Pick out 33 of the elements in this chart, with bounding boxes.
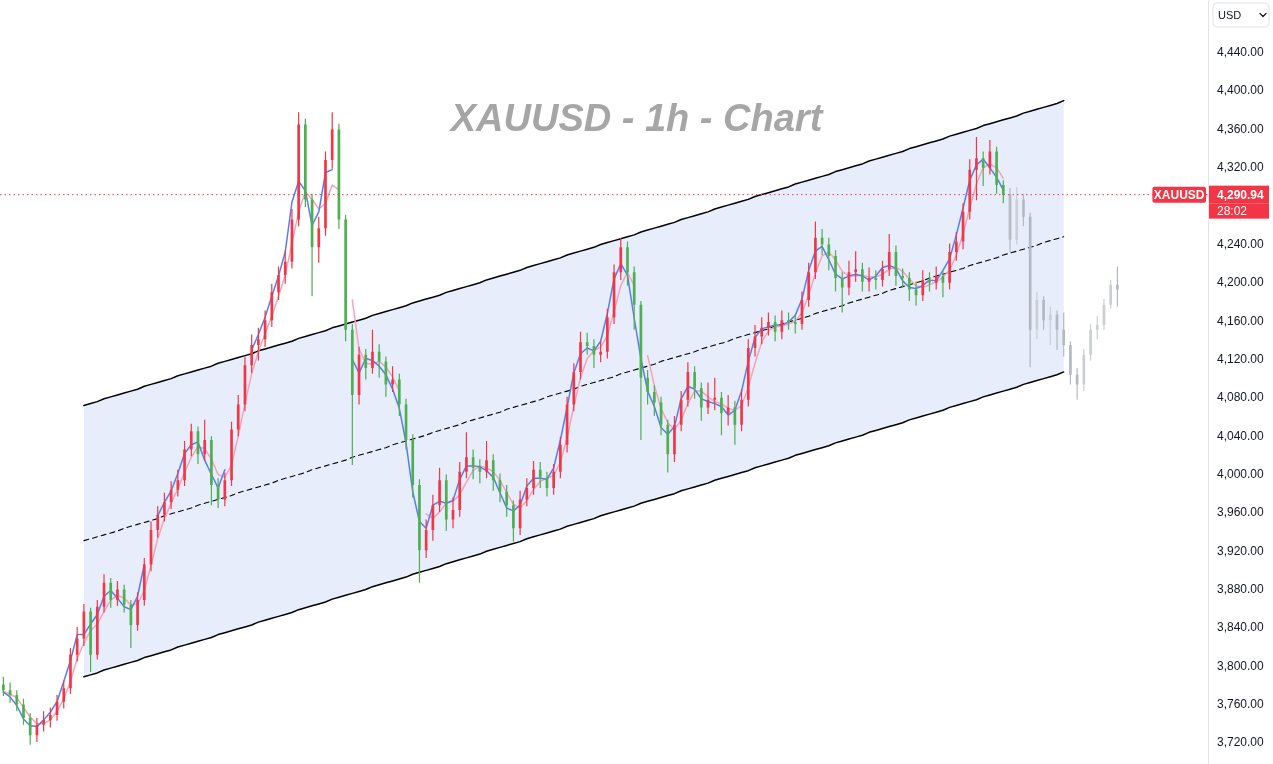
y-tick-label: 3,960.00: [1217, 505, 1265, 520]
candlestick: [914, 281, 918, 306]
candlestick: [451, 497, 455, 529]
text: 28:02: [1217, 204, 1248, 219]
line-series: [83, 99, 1065, 407]
y-tick-label: 4,120.00: [1217, 351, 1265, 366]
text: 4,290.94: [1217, 187, 1265, 202]
text: XAUUSD - 1h - Chart: [448, 97, 824, 139]
y-tick-label: 3,880.00: [1217, 581, 1265, 596]
candlestick: [941, 270, 945, 298]
y-tick-label: 3,920.00: [1217, 543, 1265, 558]
y-tick-label: 4,440.00: [1217, 45, 1265, 60]
line-series: [83, 236, 1065, 542]
y-tick-label: 3,720.00: [1217, 735, 1265, 750]
y-tick-label: 4,240.00: [1217, 236, 1265, 251]
y-tick-label: 3,840.00: [1217, 620, 1265, 635]
y-tick-label: 3,800.00: [1217, 658, 1265, 673]
candlestick: [706, 382, 710, 415]
y-tick-label: 4,360.00: [1217, 121, 1265, 136]
y-tick-label: 4,000.00: [1217, 466, 1265, 481]
y-tick-label: 3,760.00: [1217, 696, 1265, 711]
text: USD: [1218, 9, 1242, 21]
y-tick-label: 4,400.00: [1217, 83, 1265, 98]
y-tick-label: 4,200.00: [1217, 275, 1265, 290]
y-tick-label: 4,160.00: [1217, 313, 1265, 328]
line-series: [83, 371, 1065, 678]
y-tick-label: 4,080.00: [1217, 390, 1265, 405]
candlestick: [592, 339, 596, 369]
candlestick: [867, 267, 871, 292]
candlestick: [753, 324, 757, 357]
y-tick-label: 4,040.00: [1217, 428, 1265, 443]
candlestick: [8, 682, 12, 703]
y-tick-label: 4,320.00: [1217, 160, 1265, 175]
